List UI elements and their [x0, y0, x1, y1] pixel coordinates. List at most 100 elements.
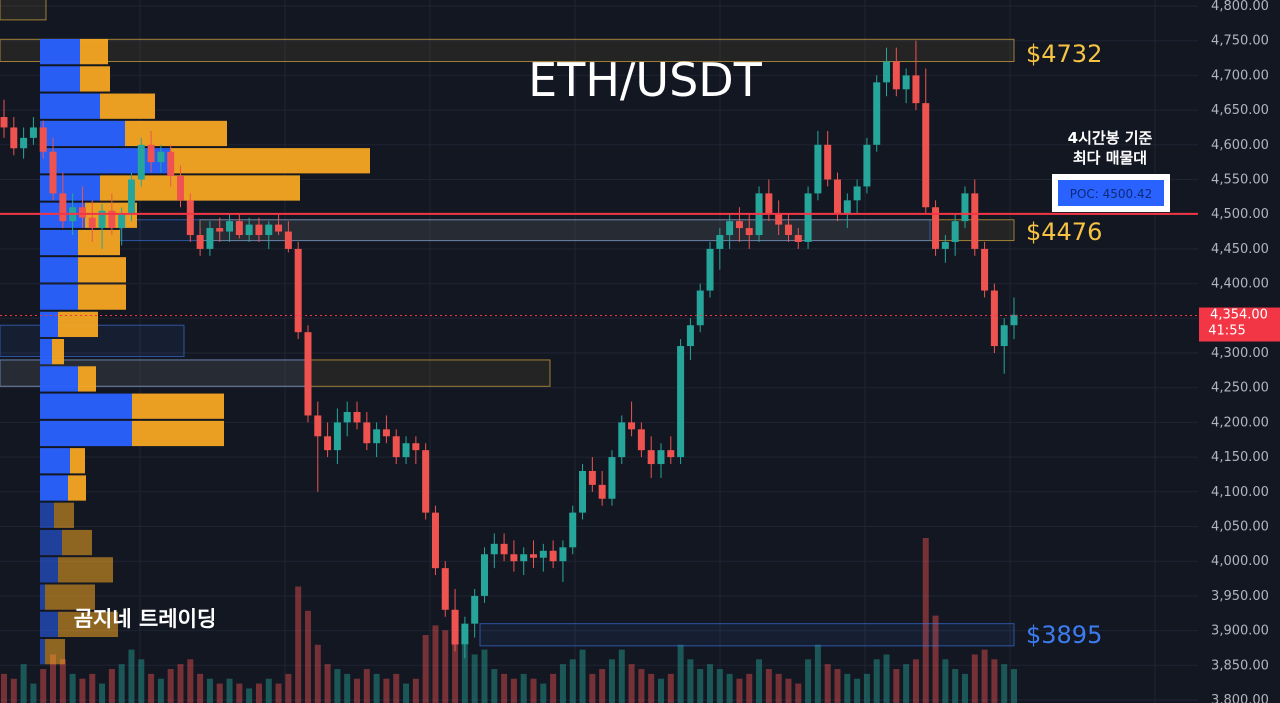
candle-body: [235, 221, 243, 236]
candle-body: [794, 235, 802, 242]
volume-bar: [765, 669, 772, 703]
volume-bar: [736, 678, 743, 703]
volume-bar: [295, 586, 302, 703]
volume-bar: [618, 649, 625, 703]
candle-body: [382, 429, 390, 437]
volume-bar: [1, 673, 7, 703]
profile-buy-bar: [40, 366, 78, 392]
price-zone: [479, 623, 1015, 647]
volume-bar: [863, 673, 870, 703]
candle-body: [902, 75, 910, 90]
candle-body: [814, 144, 822, 194]
candle-body: [461, 623, 469, 645]
candle-body: [873, 82, 881, 145]
volume-bar: [187, 659, 194, 703]
volume-bar: [403, 683, 410, 703]
profile-sell-bar: [170, 148, 370, 174]
candle-body: [824, 144, 832, 180]
profile-sell-bar: [100, 93, 155, 119]
candle-body: [804, 193, 812, 242]
volume-bar: [942, 659, 949, 703]
volume-bar: [422, 635, 429, 703]
profile-sell-bar: [125, 120, 227, 147]
profile-buy-bar: [40, 502, 54, 528]
profile-sell-bar: [54, 502, 74, 528]
volume-bar: [471, 654, 478, 703]
volume-bar: [805, 659, 812, 703]
candle-body: [520, 554, 528, 562]
profile-buy-bar: [40, 448, 70, 474]
volume-bar: [589, 673, 596, 703]
candle-body: [932, 207, 940, 249]
volume-bar: [363, 669, 370, 703]
volume-bar: [30, 683, 37, 703]
y-tick-label: 4,750.00: [1211, 34, 1269, 49]
y-tick-label: 3,900.00: [1211, 624, 1269, 639]
chart-title: ETH/USDT: [528, 53, 763, 107]
candle-body: [29, 127, 37, 138]
candle-body: [324, 436, 332, 451]
volume-bar: [304, 610, 311, 703]
candle-body: [922, 103, 930, 208]
y-tick-label: 4,600.00: [1211, 138, 1269, 153]
volume-bar: [1011, 669, 1017, 703]
candle-body: [706, 248, 714, 291]
volume-bar: [481, 649, 488, 703]
profile-sell-bar: [80, 38, 108, 65]
candle-body: [667, 450, 675, 458]
y-tick-label: 4,450.00: [1211, 242, 1269, 257]
volume-bar: [491, 669, 498, 703]
volume-bar: [157, 678, 164, 703]
level-label-poc: $4476: [1026, 218, 1102, 246]
volume-bar: [540, 683, 547, 703]
volume-bar: [118, 664, 125, 703]
y-tick-label: 4,700.00: [1211, 68, 1269, 83]
candle-body: [78, 207, 86, 218]
price-zone: [0, 38, 1015, 63]
volume-bar: [314, 644, 321, 703]
volume-bar: [961, 673, 968, 703]
volume-bar: [432, 625, 439, 703]
candle-body: [59, 193, 67, 222]
volume-bar: [246, 688, 253, 703]
volume-bar: [981, 649, 988, 703]
candle-body: [883, 61, 891, 83]
volume-bar: [138, 659, 145, 703]
candle-body: [912, 75, 920, 104]
candle-body: [480, 554, 488, 596]
volume-bar: [59, 659, 66, 703]
candle-body: [196, 235, 204, 249]
profile-buy-bar: [40, 38, 80, 65]
current-price-value: 4,354.00: [1210, 308, 1268, 323]
candle-body: [471, 595, 479, 624]
volume-bar: [677, 644, 684, 703]
candle-body: [441, 568, 449, 610]
candle-body: [588, 470, 596, 485]
candle-body: [431, 512, 439, 569]
poc-badge[interactable]: [1058, 180, 1164, 206]
candle-body: [49, 151, 57, 194]
candle-body: [314, 415, 322, 437]
candle-body: [696, 290, 704, 326]
candle-body: [118, 214, 126, 229]
volume-bar: [893, 669, 900, 703]
candle-body: [686, 325, 694, 347]
candle-body: [784, 224, 792, 236]
price-axis[interactable]: 4,800.00 4,750.00 4,700.00 4,650.00 4,600.00…: [1211, 0, 1269, 703]
volume-bar: [412, 678, 419, 703]
volume-bar: [756, 659, 763, 703]
profile-buy-bar: [40, 120, 125, 147]
candle-body: [333, 422, 341, 451]
profile-buy-bar: [40, 229, 78, 256]
volume-bar: [354, 678, 361, 703]
volume-bar: [707, 664, 714, 703]
profile-buy-bar: [40, 66, 80, 92]
volume-bar: [216, 683, 223, 703]
candle-body: [216, 228, 224, 232]
volume-bar: [903, 664, 910, 703]
volume-bar: [265, 678, 272, 703]
candle-body: [206, 228, 214, 249]
y-tick-label: 4,650.00: [1211, 103, 1269, 118]
candle-body: [765, 193, 773, 215]
candle-body: [647, 450, 655, 465]
